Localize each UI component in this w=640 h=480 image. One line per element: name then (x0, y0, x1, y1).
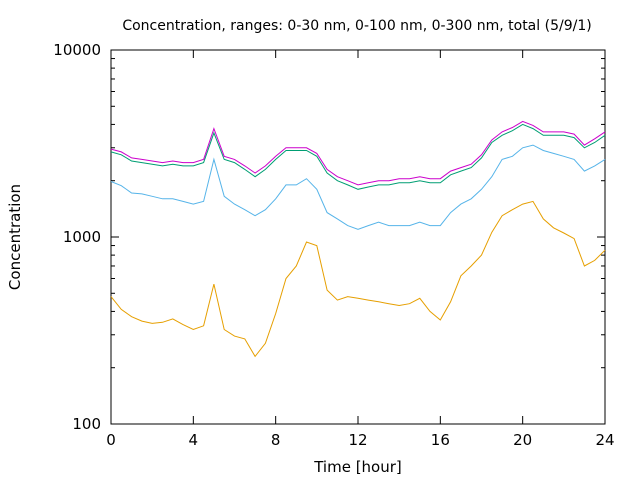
x-tick-label: 12 (348, 431, 367, 449)
x-tick-label: 24 (595, 431, 614, 449)
y-tick-label: 100 (72, 415, 101, 433)
plot-frame (110, 49, 606, 425)
y-tick-label: 10000 (53, 41, 101, 59)
x-tick-label: 4 (189, 431, 199, 449)
x-tick-label: 0 (106, 431, 116, 449)
x-tick-label: 16 (431, 431, 450, 449)
series-line-1 (110, 200, 606, 358)
x-tick-label: 8 (271, 431, 281, 449)
series-group (110, 120, 606, 358)
x-axis: 0 4 8 12 16 20 24 (106, 50, 615, 449)
y-axis: 100 1000 10000 (53, 41, 605, 433)
x-tick-label: 20 (513, 431, 532, 449)
series-line-4 (110, 120, 606, 186)
series-line-2 (110, 144, 606, 230)
y-axis-label: Concentration (6, 184, 24, 290)
y-tick-label: 1000 (63, 228, 101, 246)
x-axis-label: Time [hour] (313, 458, 402, 476)
chart-title: Concentration, ranges: 0-30 nm, 0-100 nm… (122, 18, 591, 34)
series-line-3 (110, 123, 606, 190)
